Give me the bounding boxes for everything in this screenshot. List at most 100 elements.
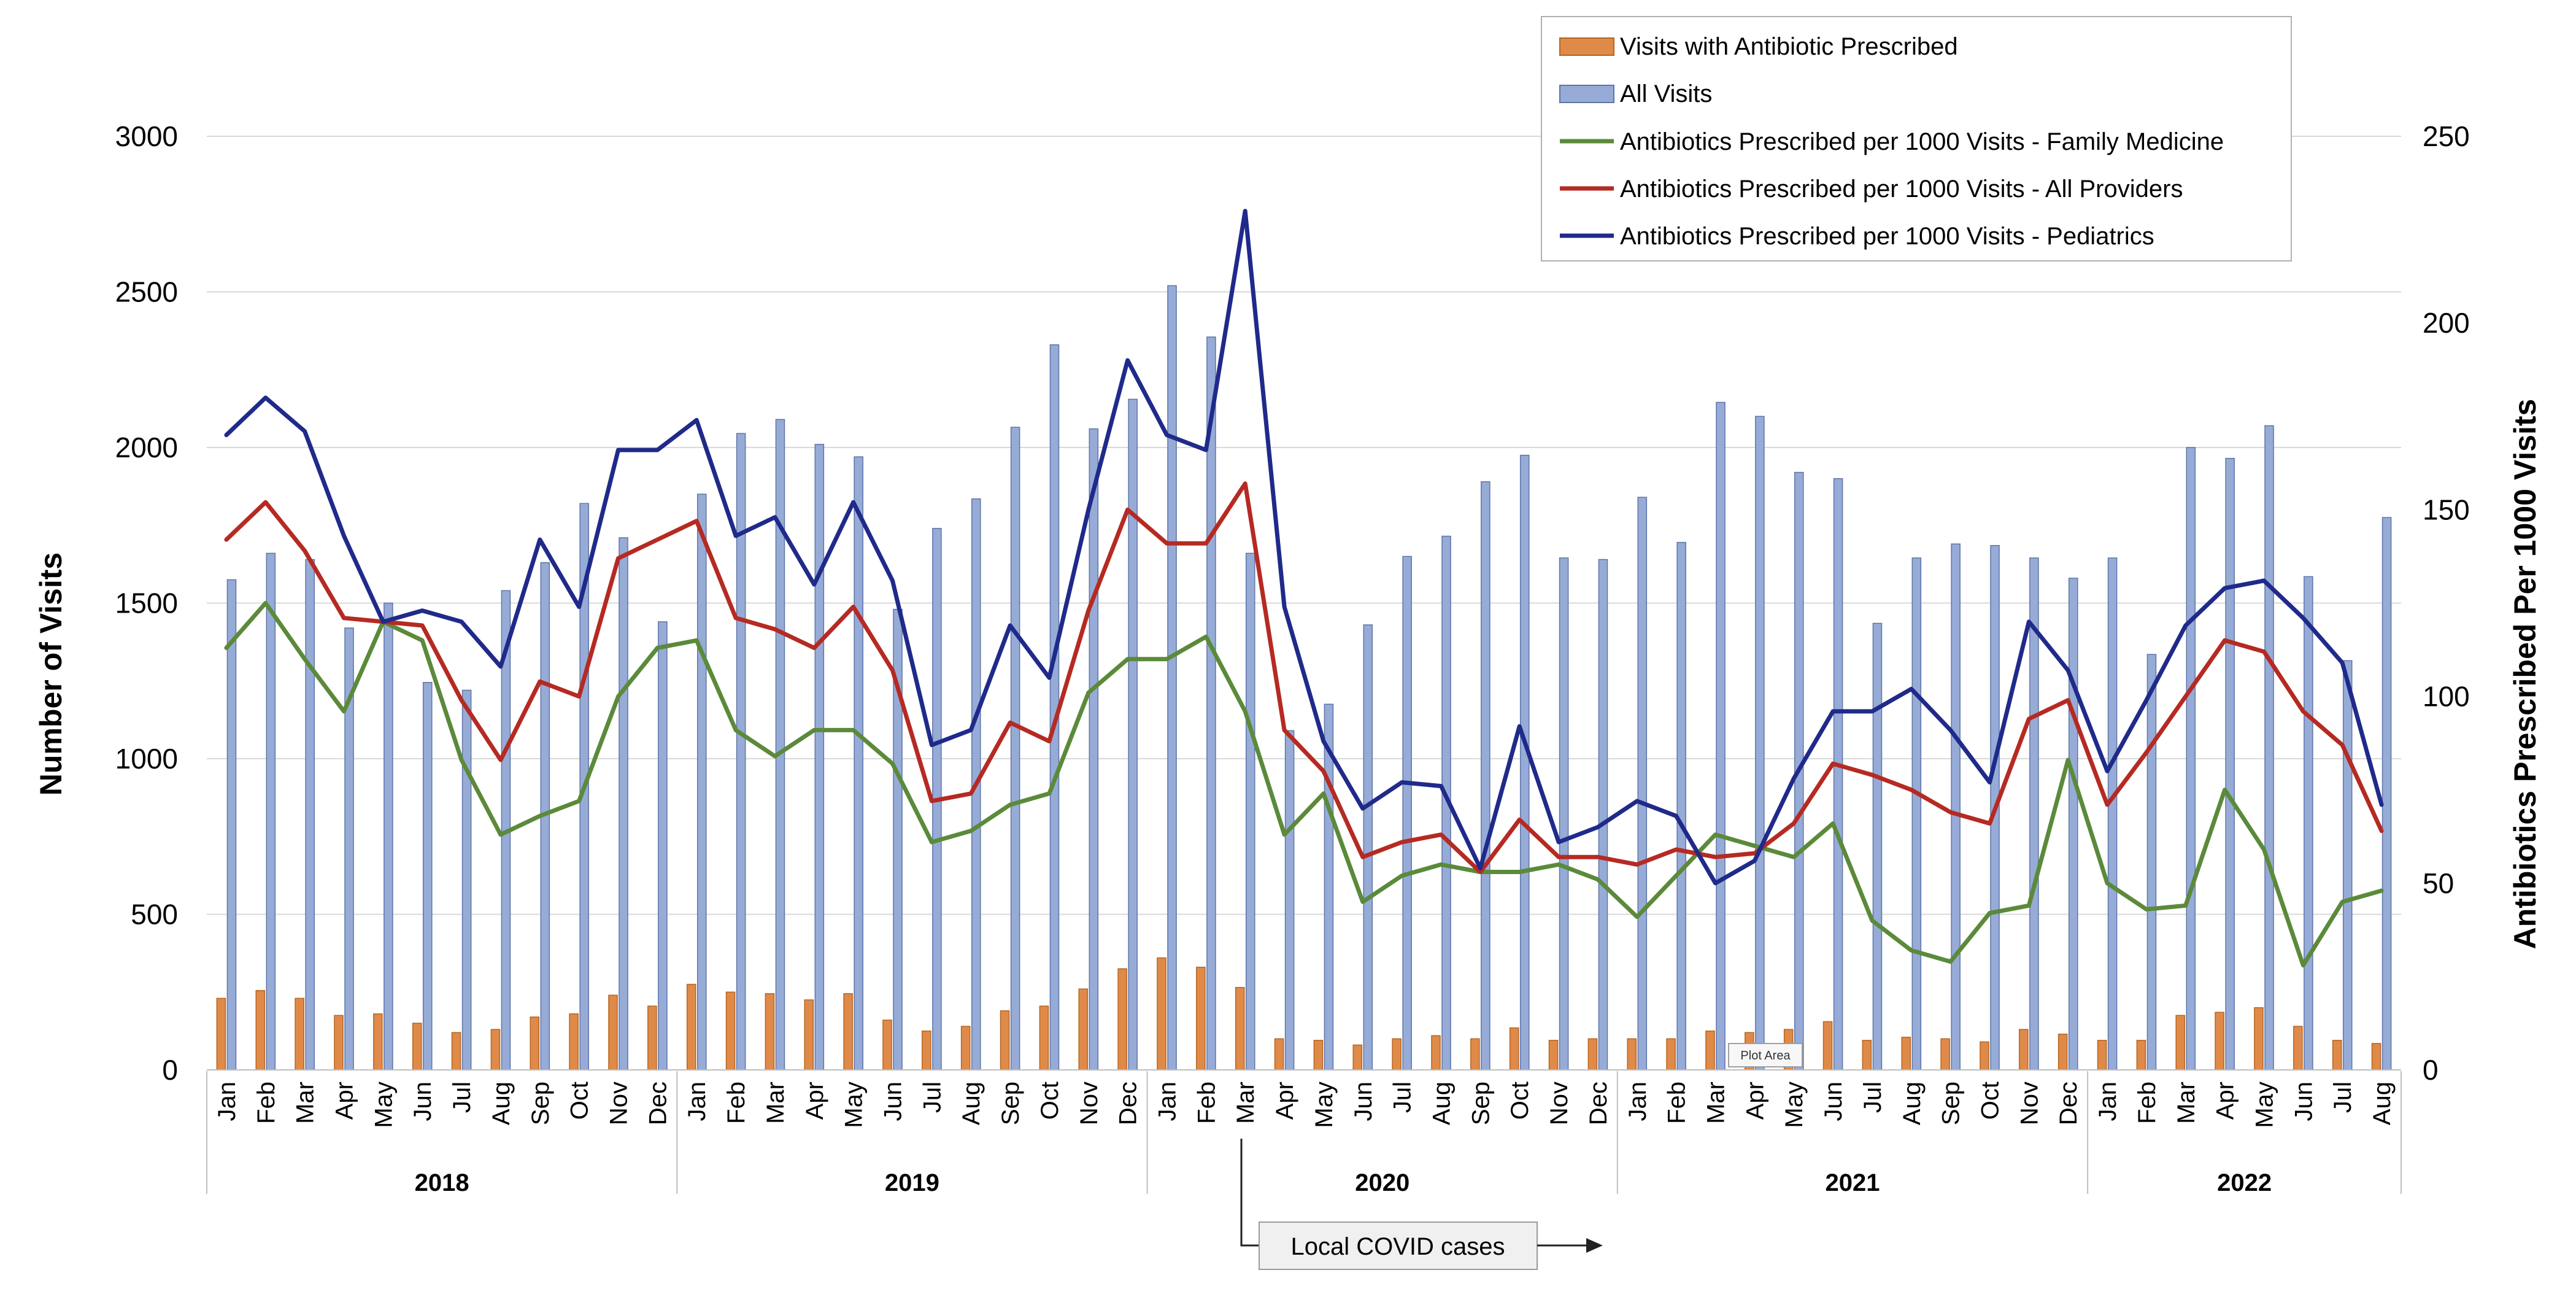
bar-all-visits — [2107, 557, 2118, 1071]
x-tick-label: Apr — [1271, 1082, 1298, 1120]
x-tick-label: Sep — [1467, 1082, 1494, 1125]
year-label: 2020 — [1355, 1169, 1409, 1196]
x-tick-label: Aug — [958, 1082, 985, 1125]
bar-visits-antibiotic — [804, 999, 814, 1071]
bar-visits-antibiotic — [2019, 1029, 2029, 1071]
y-tick-label: 1500 — [115, 587, 178, 619]
bar-all-visits — [1089, 428, 1099, 1071]
x-tick-label: Mar — [292, 1082, 319, 1124]
bar-visits-antibiotic — [530, 1017, 540, 1071]
x-tick-label: Jul — [449, 1082, 476, 1113]
y-tick-label: 1000 — [115, 743, 178, 775]
bar-all-visits — [619, 537, 628, 1071]
y2-tick-label: 200 — [2423, 307, 2470, 339]
y2-axis-title: Antibiotics Prescribed Per 1000 Visits — [2508, 399, 2542, 950]
bar-visits-antibiotic — [1000, 1010, 1010, 1071]
bar-visits-antibiotic — [1822, 1021, 1833, 1071]
x-tick-label: Nov — [1076, 1082, 1103, 1125]
legend-swatch-visits-antibiotic — [1559, 37, 1614, 56]
bar-visits-antibiotic — [843, 993, 853, 1071]
x-tick-label: Jan — [684, 1082, 711, 1121]
year-label: 2021 — [1826, 1169, 1880, 1196]
y-tick-label: 500 — [131, 899, 178, 931]
x-tick-label: Sep — [527, 1082, 554, 1125]
bar-all-visits — [2304, 576, 2313, 1071]
line-all-providers — [224, 481, 2384, 874]
year-label: 2018 — [415, 1169, 469, 1196]
bar-all-visits — [305, 559, 315, 1071]
bar-visits-antibiotic — [2057, 1033, 2068, 1071]
axes: 0 500 1000 1500 2000 2500 3000 0 50 100 150 200 250 J… — [115, 120, 2470, 1196]
x-tick-label: Oct — [1036, 1082, 1063, 1120]
y2-tick-label: 100 — [2423, 681, 2470, 713]
bar-all-visits — [696, 494, 707, 1071]
bar-visits-antibiotic — [2254, 1007, 2264, 1071]
bar-visits-antibiotic — [1470, 1038, 1480, 1071]
y2-tick-label: 150 — [2423, 494, 2470, 525]
covid-callout-arrowhead — [1586, 1238, 1603, 1253]
y-tick-label: 2500 — [115, 276, 178, 308]
y-axis-title: Number of Visits — [34, 552, 68, 796]
bar-all-visits — [854, 456, 863, 1071]
bar-visits-antibiotic — [960, 1026, 971, 1071]
legend: Visits with Antibiotic Prescribed All Vi… — [1541, 16, 2292, 261]
x-tick-label: Apr — [2212, 1082, 2239, 1120]
x-tick-label: Oct — [566, 1082, 593, 1120]
x-tick-label: Apr — [331, 1082, 358, 1120]
bar-visits-antibiotic — [1313, 1040, 1324, 1071]
bar-all-visits — [422, 682, 433, 1071]
legend-box — [1541, 16, 2292, 261]
bar-visits-antibiotic — [647, 1005, 657, 1071]
x-tick-label: Oct — [1977, 1082, 2004, 1120]
bar-visits-antibiotic — [1078, 988, 1089, 1071]
x-tick-label: Mar — [2173, 1082, 2200, 1124]
line-family-medicine — [224, 601, 2384, 968]
bar-all-visits — [1716, 401, 1726, 1071]
bar-visits-antibiotic — [334, 1015, 344, 1071]
bar-all-visits — [1559, 557, 1569, 1071]
legend-label-family-medicine: Antibiotics Prescribed per 1000 Visits -… — [1620, 128, 2224, 155]
x-tick-label: May — [1311, 1082, 1338, 1128]
x-tick-label: Sep — [997, 1082, 1024, 1125]
x-tick-label: Aug — [2369, 1082, 2396, 1125]
bar-visits-antibiotic — [216, 997, 226, 1071]
bar-visits-antibiotic — [1196, 966, 1206, 1071]
plot-area-tag-box — [1728, 1043, 1803, 1067]
bar-all-visits — [2186, 447, 2196, 1071]
bar-all-visits — [1363, 624, 1373, 1071]
bar-all-visits — [1402, 556, 1412, 1071]
covid-callout-label: Local COVID cases — [1290, 1233, 1505, 1260]
bar-all-visits — [2225, 457, 2235, 1071]
bar-visits-antibiotic — [2097, 1040, 2107, 1071]
bar-visits-antibiotic — [725, 991, 736, 1071]
bar-visits-antibiotic — [2175, 1015, 2186, 1071]
bar-all-visits — [658, 621, 668, 1071]
x-tick-label: May — [841, 1082, 868, 1128]
plot-area-tag: Plot Area — [1728, 1043, 1803, 1067]
y-tick-label: 0 — [162, 1054, 178, 1086]
bar-all-visits — [266, 552, 276, 1071]
line-pediatrics — [224, 209, 2384, 886]
bar-all-visits — [736, 433, 746, 1071]
y-tick-label: 3000 — [115, 120, 178, 152]
x-tick-label: Jan — [214, 1082, 241, 1121]
bar-all-visits — [2342, 660, 2353, 1071]
bar-visits-antibiotic — [1548, 1040, 1559, 1071]
bar-visits-antibiotic — [1666, 1038, 1676, 1071]
covid-callout-box — [1259, 1222, 1538, 1270]
bar-visits-antibiotic — [922, 1030, 931, 1071]
legend-swatch-all-visits — [1559, 85, 1614, 103]
bar-all-visits — [1519, 454, 1530, 1071]
year-label: 2019 — [885, 1169, 939, 1196]
bar-all-visits — [1833, 478, 1843, 1071]
bar-visits-antibiotic — [1940, 1038, 1950, 1071]
bar-all-visits — [1481, 481, 1490, 1071]
year-label: 2022 — [2217, 1169, 2272, 1196]
x-tick-label: Jul — [1389, 1082, 1416, 1113]
bar-visits-antibiotic — [1117, 968, 1127, 1071]
x-tick-label: Mar — [762, 1082, 789, 1124]
bar-visits-antibiotic — [1039, 1005, 1049, 1071]
bar-all-visits — [1128, 398, 1138, 1071]
x-tick-label: Jun — [1820, 1082, 1847, 1121]
